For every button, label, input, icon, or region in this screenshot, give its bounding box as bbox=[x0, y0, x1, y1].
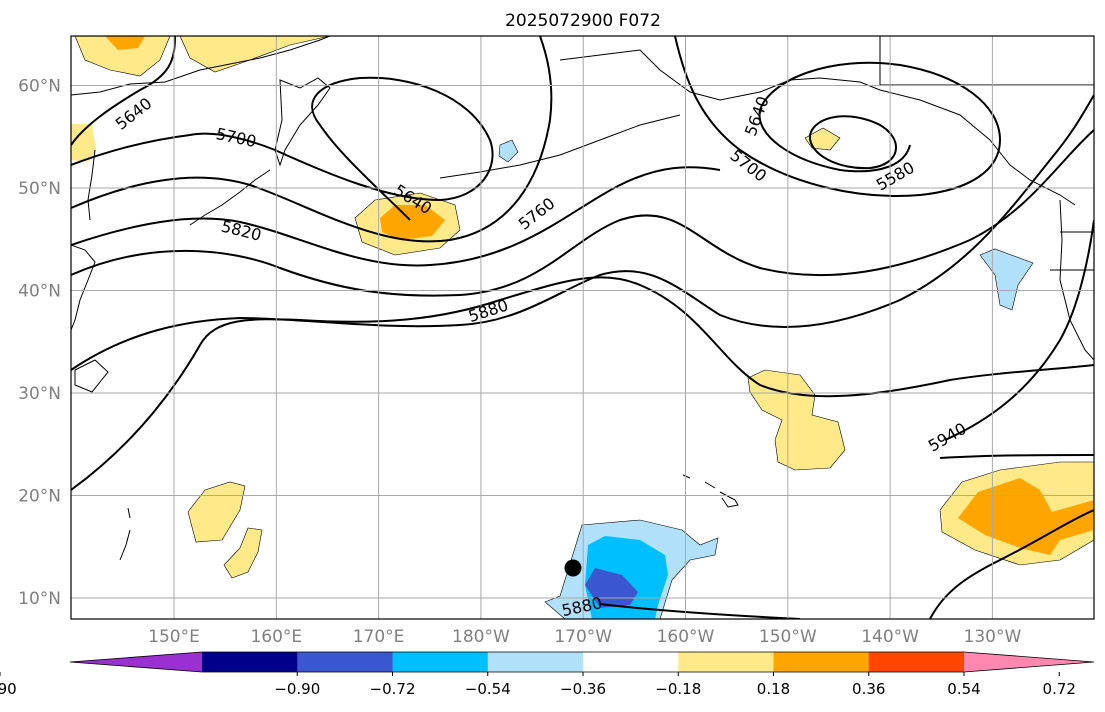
latitude-label: 30°N bbox=[18, 384, 61, 404]
contour-line bbox=[674, 36, 1002, 197]
colorbar-segment bbox=[202, 652, 298, 672]
positive-anomaly-region bbox=[187, 481, 246, 543]
colorbar-outline bbox=[69, 651, 1095, 673]
longitude-label: 170°W bbox=[554, 627, 612, 647]
colorbar-segment bbox=[487, 652, 584, 672]
latitude-label: 60°N bbox=[18, 77, 61, 97]
small-island bbox=[74, 359, 109, 393]
positive-anomaly-region bbox=[74, 36, 171, 77]
longitude-label: 170°E bbox=[353, 627, 405, 647]
map-background bbox=[71, 36, 1094, 619]
anomaly-shading bbox=[71, 36, 1094, 619]
map-area: 5640 5700 5820 5640 5760 5880 5640 5700 … bbox=[70, 35, 1095, 620]
contour-line bbox=[71, 276, 1094, 491]
alaska-coastline bbox=[559, 49, 1076, 206]
latitude-label: 40°N bbox=[18, 282, 61, 302]
longitude-label: 160°W bbox=[657, 627, 715, 647]
height-contours bbox=[71, 36, 1094, 619]
colorbar-segment bbox=[297, 652, 393, 672]
colorbar-tick-label: 0.36 bbox=[852, 680, 885, 698]
contour-line bbox=[71, 36, 176, 146]
colorbar-tick-label: −0.18 bbox=[655, 680, 701, 698]
latitude-labels: 60°N 50°N 40°N 30°N 20°N 10°N bbox=[18, 77, 61, 610]
latitude-label: 10°N bbox=[18, 589, 61, 609]
negative-anomaly-region bbox=[979, 248, 1034, 311]
location-marker bbox=[564, 559, 582, 577]
us-canada-border bbox=[1050, 231, 1094, 271]
longitude-label: 180°W bbox=[452, 627, 510, 647]
longitude-label: 130°W bbox=[964, 627, 1022, 647]
contour-line bbox=[71, 129, 1094, 297]
graticule bbox=[71, 36, 1094, 619]
colorbar-tick-label: −0.36 bbox=[560, 680, 606, 698]
north-america-coastline bbox=[1059, 199, 1094, 361]
positive-anomaly-region bbox=[380, 205, 445, 240]
colorbar-tick-label: −0.54 bbox=[465, 680, 511, 698]
contour-line bbox=[71, 166, 721, 267]
longitude-label: 150°E bbox=[148, 627, 200, 647]
positive-anomaly-region bbox=[223, 527, 263, 579]
colorbar-tick-label: 0.18 bbox=[757, 680, 790, 698]
colorbar-segment bbox=[773, 652, 870, 672]
asia-coastline bbox=[71, 36, 331, 96]
colorbar-segment bbox=[868, 652, 965, 672]
map-frame bbox=[70, 35, 1095, 620]
colorbar-tick-label: 0.54 bbox=[947, 680, 980, 698]
contour-line bbox=[939, 454, 1094, 459]
colorbar-tick-label: −0.72 bbox=[370, 680, 416, 698]
colorbar-segment bbox=[392, 652, 489, 672]
coastlines bbox=[71, 36, 1094, 561]
mariana-islands bbox=[119, 507, 131, 561]
longitude-label: 150°W bbox=[759, 627, 817, 647]
colorbar-tick-label: 0.72 bbox=[1043, 680, 1076, 698]
hawaii-islands bbox=[682, 474, 739, 508]
positive-anomaly-region bbox=[804, 127, 841, 151]
aleutian-islands bbox=[439, 114, 681, 179]
latitude-label: 50°N bbox=[18, 179, 61, 199]
contour-line bbox=[599, 603, 801, 619]
colorbar-min-extension bbox=[70, 652, 202, 672]
colorbar-tick-label: 0.90 bbox=[0, 680, 17, 698]
negative-anomaly-region bbox=[498, 139, 519, 163]
kamchatka-coastline bbox=[274, 77, 331, 167]
contour-line bbox=[944, 219, 1094, 441]
longitude-label: 160°E bbox=[250, 627, 302, 647]
positive-anomaly-region bbox=[105, 36, 145, 50]
colorbar-max-extension bbox=[964, 652, 1094, 672]
positive-anomaly-region bbox=[747, 369, 846, 471]
colorbar-tick-label: −0.90 bbox=[274, 680, 320, 698]
longitude-labels: 150°E 160°E 170°E 180°W 170°W 160°W 150°W 140°W… bbox=[148, 627, 1021, 647]
contour-line bbox=[929, 509, 1094, 619]
map-title: 2025072900 F072 bbox=[505, 11, 661, 31]
positive-anomaly-region bbox=[71, 124, 96, 162]
contour-line bbox=[808, 115, 897, 170]
contour-line bbox=[71, 94, 1094, 371]
colorbar-segment bbox=[678, 652, 774, 672]
japan-coastline bbox=[71, 244, 96, 331]
contour-line bbox=[71, 36, 553, 243]
colorbar: −0.90 −0.72 −0.54 −0.36 −0.18 0.18 0.36 0.54 0.7… bbox=[0, 651, 1095, 698]
kuril-islands bbox=[189, 169, 271, 226]
latitude-label: 20°N bbox=[18, 487, 61, 507]
colorbar-segment bbox=[583, 652, 679, 672]
longitude-label: 140°W bbox=[861, 627, 919, 647]
